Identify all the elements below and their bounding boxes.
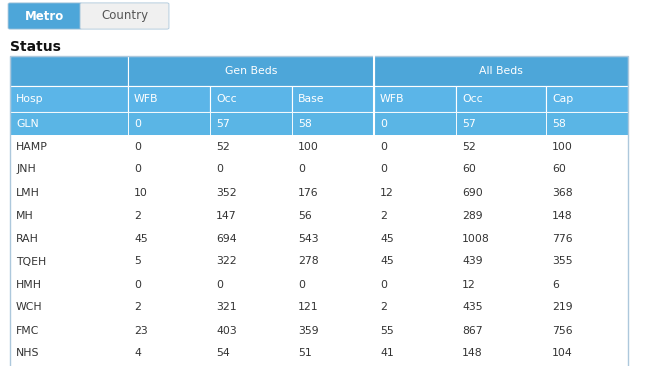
Text: LMH: LMH xyxy=(16,187,40,198)
Text: FMC: FMC xyxy=(16,325,40,336)
Text: Occ: Occ xyxy=(216,94,237,104)
Text: 0: 0 xyxy=(216,164,223,175)
Text: 2: 2 xyxy=(380,210,387,220)
Text: Hosp: Hosp xyxy=(16,94,44,104)
Text: 2: 2 xyxy=(380,303,387,313)
Text: 6: 6 xyxy=(552,280,559,290)
Text: 355: 355 xyxy=(552,257,573,266)
Text: HAMP: HAMP xyxy=(16,142,48,152)
Text: HMH: HMH xyxy=(16,280,42,290)
Text: JNH: JNH xyxy=(16,164,36,175)
Text: 60: 60 xyxy=(552,164,566,175)
Text: 12: 12 xyxy=(380,187,394,198)
Text: 147: 147 xyxy=(216,210,237,220)
Text: RAH: RAH xyxy=(16,234,39,243)
Text: 4: 4 xyxy=(134,348,141,359)
Text: 368: 368 xyxy=(552,187,573,198)
Text: 352: 352 xyxy=(216,187,237,198)
Text: 5: 5 xyxy=(134,257,141,266)
Text: WCH: WCH xyxy=(16,303,43,313)
Text: 694: 694 xyxy=(216,234,237,243)
Text: 289: 289 xyxy=(462,210,482,220)
Text: 776: 776 xyxy=(552,234,573,243)
Text: 2: 2 xyxy=(134,210,141,220)
Text: 60: 60 xyxy=(462,164,476,175)
Text: 0: 0 xyxy=(134,142,141,152)
Text: 0: 0 xyxy=(134,164,141,175)
Text: 219: 219 xyxy=(552,303,573,313)
Text: 54: 54 xyxy=(216,348,229,359)
Text: 756: 756 xyxy=(552,325,573,336)
Text: 1008: 1008 xyxy=(462,234,489,243)
Text: 867: 867 xyxy=(462,325,482,336)
Text: 58: 58 xyxy=(298,119,312,128)
Text: 58: 58 xyxy=(552,119,566,128)
Text: 2: 2 xyxy=(134,303,141,313)
Text: 148: 148 xyxy=(552,210,573,220)
Text: 41: 41 xyxy=(380,348,394,359)
Text: 690: 690 xyxy=(462,187,483,198)
Text: 57: 57 xyxy=(462,119,476,128)
Text: MH: MH xyxy=(16,210,34,220)
Text: 51: 51 xyxy=(298,348,312,359)
Text: 543: 543 xyxy=(298,234,318,243)
Text: 0: 0 xyxy=(380,119,387,128)
Text: All Beds: All Beds xyxy=(479,66,523,76)
Text: 0: 0 xyxy=(216,280,223,290)
Text: Country: Country xyxy=(101,10,148,22)
Text: 121: 121 xyxy=(298,303,318,313)
Text: 435: 435 xyxy=(462,303,482,313)
Text: 12: 12 xyxy=(462,280,476,290)
Text: 57: 57 xyxy=(216,119,229,128)
Text: Gen Beds: Gen Beds xyxy=(225,66,277,76)
Text: 321: 321 xyxy=(216,303,237,313)
Text: 0: 0 xyxy=(298,164,305,175)
Text: 100: 100 xyxy=(298,142,319,152)
Text: Base: Base xyxy=(298,94,324,104)
Text: 100: 100 xyxy=(552,142,573,152)
Text: TQEH: TQEH xyxy=(16,257,46,266)
Text: GLN: GLN xyxy=(16,119,39,128)
Text: 0: 0 xyxy=(380,142,387,152)
Text: 0: 0 xyxy=(380,164,387,175)
Text: Cap: Cap xyxy=(552,94,573,104)
Text: 10: 10 xyxy=(134,187,148,198)
Text: 45: 45 xyxy=(134,234,148,243)
Text: 56: 56 xyxy=(298,210,312,220)
Text: 403: 403 xyxy=(216,325,237,336)
Text: 0: 0 xyxy=(134,119,141,128)
Text: WFB: WFB xyxy=(380,94,404,104)
Text: 104: 104 xyxy=(552,348,573,359)
Text: Occ: Occ xyxy=(462,94,482,104)
Text: 0: 0 xyxy=(380,280,387,290)
Text: 176: 176 xyxy=(298,187,318,198)
Text: NHS: NHS xyxy=(16,348,40,359)
Text: 23: 23 xyxy=(134,325,148,336)
Text: 0: 0 xyxy=(298,280,305,290)
Text: 45: 45 xyxy=(380,257,394,266)
Text: 439: 439 xyxy=(462,257,482,266)
Text: Status: Status xyxy=(10,40,61,54)
Text: 0: 0 xyxy=(134,280,141,290)
Text: WFB: WFB xyxy=(134,94,159,104)
Text: 322: 322 xyxy=(216,257,237,266)
Text: 55: 55 xyxy=(380,325,394,336)
Text: 45: 45 xyxy=(380,234,394,243)
Text: Metro: Metro xyxy=(25,10,64,22)
Text: 278: 278 xyxy=(298,257,318,266)
Text: 148: 148 xyxy=(462,348,482,359)
Text: 52: 52 xyxy=(216,142,229,152)
Text: 359: 359 xyxy=(298,325,318,336)
Text: 52: 52 xyxy=(462,142,476,152)
